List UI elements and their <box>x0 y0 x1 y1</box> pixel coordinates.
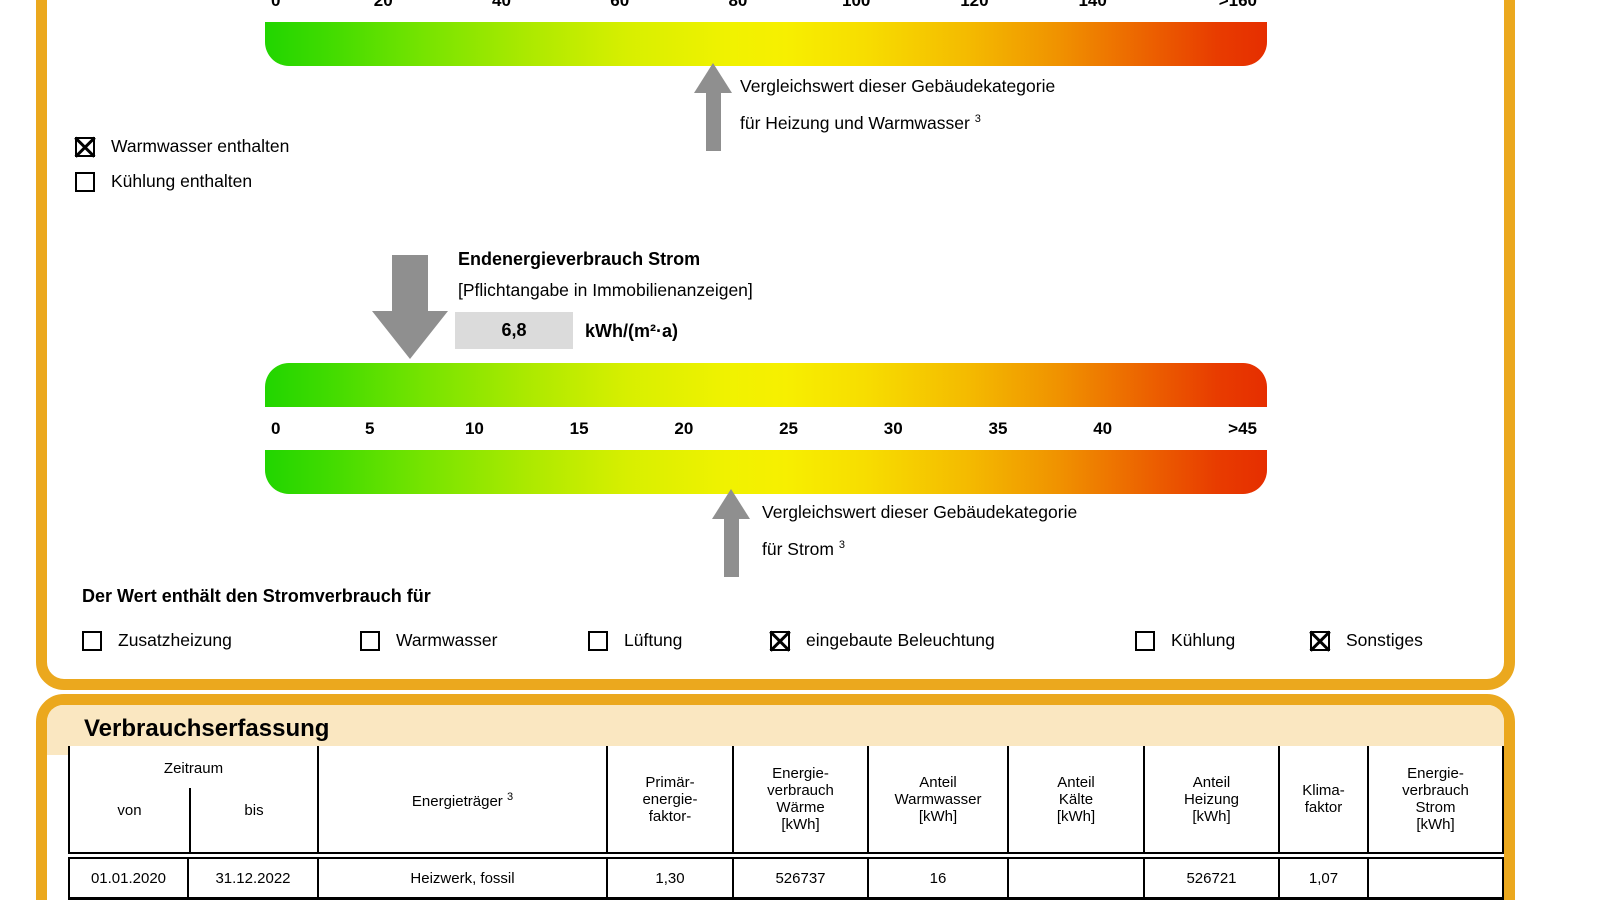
heat-comparison-arrow-icon <box>694 63 732 151</box>
header-anteil-warmwasser: Anteil Warmwasser [kWh] <box>867 746 1008 859</box>
checkbox-icon <box>588 630 608 651</box>
header-energietraeger: Energieträger 3 <box>317 746 607 859</box>
checkbox-warmwasser-enthalten[interactable]: Warmwasser enthalten <box>75 136 289 157</box>
header-anteil-kaelte: Anteil Kälte [kWh] <box>1007 746 1144 859</box>
checkbox-label: Kühlung enthalten <box>111 171 253 191</box>
strom-comparison-line2: für Strom <box>762 538 834 559</box>
checkbox-warmwasser[interactable]: Warmwasser <box>360 630 497 651</box>
strom-scale-tick-strip: 0 5 10 15 20 25 30 35 40 >45 <box>265 407 1267 450</box>
header-von: von <box>117 802 142 819</box>
cell-bis: 31.12.2022 <box>187 855 318 900</box>
cell-energietraeger: Heizwerk, fossil <box>317 855 607 900</box>
header-klimafaktor: Klima- faktor <box>1278 746 1368 859</box>
checkbox-label: Warmwasser <box>396 630 498 650</box>
scale-tick: 20 <box>373 0 393 10</box>
strom-comparison-line1: Vergleichswert dieser Gebäudekategorie <box>762 502 1078 522</box>
checkbox-label: Zusatzheizung <box>118 630 232 650</box>
scale-tick: 5 <box>364 418 375 438</box>
scale-tick: 140 <box>1078 0 1107 10</box>
strom-title: Endenergieverbrauch Strom <box>458 249 701 269</box>
table-row: 01.01.2020 31.12.2022 Heizwerk, fossil 1… <box>69 855 1503 900</box>
header-energieverbrauch-waerme: Energie- verbrauch Wärme [kWh] <box>732 746 868 859</box>
checkbox-icon <box>770 630 790 651</box>
cell-von: 01.01.2020 <box>69 855 188 900</box>
strom-scale-gradient-bottom <box>265 450 1267 494</box>
header-primaerfaktor: Primär- energie- faktor- <box>606 746 733 859</box>
header-anteil-heizung: Anteil Heizung [kWh] <box>1143 746 1279 859</box>
scale-tick: >45 <box>1228 418 1257 438</box>
strom-comparison-footnote: 3 <box>838 539 845 551</box>
cell-klimafaktor: 1,07 <box>1278 855 1368 900</box>
checkbox-label: Kühlung <box>1171 630 1236 650</box>
header-energieverbrauch-strom: Energie- verbrauch Strom [kWh] <box>1367 746 1503 859</box>
scale-tick: 120 <box>960 0 989 10</box>
heat-comparison-line1: Vergleichswert dieser Gebäudekategorie <box>740 76 1056 96</box>
checkbox-icon <box>1135 630 1155 651</box>
cell-anteil-warmwasser: 16 <box>867 855 1008 900</box>
header-energietraeger-footnote: 3 <box>506 790 514 803</box>
checkbox-icon <box>75 136 95 157</box>
heat-comparison-label: Vergleichswert dieser Gebäudekategorie f… <box>740 70 1055 140</box>
upper-section-frame <box>36 0 1515 690</box>
verbrauchserfassung-table: Zeitraum von bis Energieträger 3 Primär-… <box>68 746 1504 900</box>
cell-verbrauch-waerme: 526737 <box>732 855 868 900</box>
heat-comparison-footnote: 3 <box>974 113 981 125</box>
scale-tick: 100 <box>841 0 871 10</box>
strom-value-arrow-icon <box>372 255 448 359</box>
strom-unit: kWh/(m²·a) <box>585 321 678 341</box>
checkbox-label: Lüftung <box>624 630 683 650</box>
scale-tick: 15 <box>569 418 589 438</box>
checkbox-eingebaute-beleuchtung[interactable]: eingebaute Beleuchtung <box>770 630 995 651</box>
checkbox-label: eingebaute Beleuchtung <box>806 630 995 650</box>
scale-tick: 30 <box>883 418 903 438</box>
checkbox-icon <box>75 171 95 192</box>
checkbox-label: Warmwasser enthalten <box>111 136 290 156</box>
cell-anteil-kaelte <box>1007 855 1144 900</box>
cell-anteil-heizung: 526721 <box>1143 855 1279 900</box>
header-zeitraum: Zeitraum von bis <box>69 746 318 859</box>
verbrauchserfassung-title: Verbrauchserfassung <box>84 715 330 742</box>
strom-value: 6,8 <box>501 320 527 340</box>
table-header-row: Zeitraum von bis Energieträger 3 Primär-… <box>69 746 1503 859</box>
checkbox-label: Sonstiges <box>1346 630 1423 650</box>
strom-includes-heading: Der Wert enthält den Stromverbrauch für <box>82 586 431 606</box>
heat-scale-tick-strip: 0 20 40 60 80 100 120 140 >160 <box>265 0 1267 22</box>
scale-tick: >160 <box>1218 0 1257 10</box>
header-energietraeger-text: Energieträger <box>411 792 503 810</box>
scale-tick: 0 <box>271 418 281 438</box>
header-bis: bis <box>244 802 264 819</box>
energy-scale-strom: 0 5 10 15 20 25 30 35 40 >45 <box>265 363 1267 494</box>
heat-comparison-line2: für Heizung und Warmwasser <box>740 112 970 133</box>
scale-tick: 25 <box>779 418 798 438</box>
checkbox-icon <box>82 630 102 651</box>
header-zeitraum-group: Zeitraum <box>163 760 224 777</box>
checkbox-icon <box>360 630 380 651</box>
scale-tick: 40 <box>492 0 511 10</box>
checkbox-icon <box>1310 630 1330 651</box>
strom-scale-gradient-top <box>265 363 1267 407</box>
scale-tick: 80 <box>728 0 748 10</box>
scale-tick: 35 <box>988 418 1008 438</box>
energy-scale-heat: 0 20 40 60 80 100 120 140 >160 <box>265 0 1267 66</box>
scale-tick: 0 <box>271 0 281 10</box>
strom-subtitle: [Pflichtangabe in Immobilienanzeigen] <box>458 280 753 300</box>
scale-tick: 60 <box>610 0 630 10</box>
checkbox-lueftung[interactable]: Lüftung <box>588 630 682 651</box>
strom-comparison-label: Vergleichswert dieser Gebäudekategorie f… <box>762 496 1077 566</box>
strom-comparison-arrow-icon <box>712 489 750 577</box>
checkbox-zusatzheizung[interactable]: Zusatzheizung <box>82 630 232 651</box>
checkbox-kuehlung-enthalten[interactable]: Kühlung enthalten <box>75 171 252 192</box>
heat-scale-gradient-bottom <box>265 22 1267 66</box>
scale-tick: 20 <box>674 418 694 438</box>
cell-primaerfaktor: 1,30 <box>606 855 733 900</box>
scale-tick: 10 <box>464 418 484 438</box>
scale-tick: 40 <box>1093 418 1113 438</box>
header-zeitraum-divider <box>189 788 191 852</box>
cell-verbrauch-strom <box>1367 855 1503 900</box>
checkbox-sonstiges[interactable]: Sonstiges <box>1310 630 1423 651</box>
strom-value-box: 6,8 <box>455 312 573 349</box>
checkbox-kuehlung[interactable]: Kühlung <box>1135 630 1235 651</box>
